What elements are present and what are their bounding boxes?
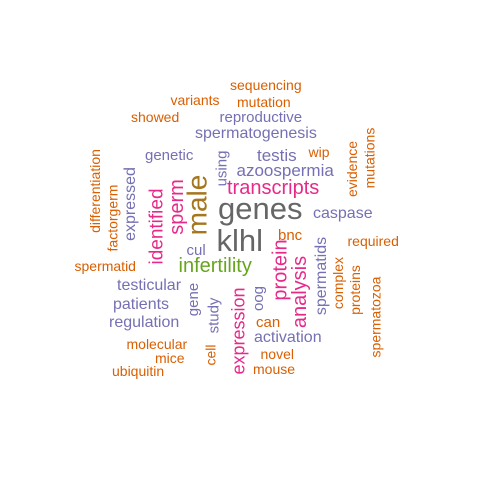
word-infertility: infertility xyxy=(178,255,252,277)
word-required: required xyxy=(347,233,399,249)
word-gene: gene xyxy=(184,282,202,316)
word-reproductive: reproductive xyxy=(219,108,303,126)
word-cul: cul xyxy=(186,241,206,259)
word-oog: oog xyxy=(249,285,267,311)
word-spermatozoa: spermatozoa xyxy=(366,276,383,358)
word-klhl: klhl xyxy=(216,222,264,258)
word-variants: variants xyxy=(170,92,220,108)
word-identified: identified xyxy=(146,187,168,265)
word-sperm: sperm xyxy=(165,179,188,235)
word-mutation: mutation xyxy=(237,94,291,110)
word-patients: patients xyxy=(113,296,170,313)
word-differentiation: differentiation xyxy=(86,149,103,233)
word-caspase: caspase xyxy=(313,205,373,222)
word-showed: showed xyxy=(131,109,180,125)
word-factorgerm: factorgerm xyxy=(103,184,120,252)
word-spermatogenesis: spermatogenesis xyxy=(195,125,317,142)
word-regulation: regulation xyxy=(109,314,180,331)
word-sequencing: sequencing xyxy=(230,77,302,93)
word-molecular: molecular xyxy=(126,336,188,352)
word-expression: expression xyxy=(228,287,249,375)
word-analysis: analysis xyxy=(289,255,312,329)
word-complex: complex xyxy=(330,256,347,310)
word-bnc: bnc xyxy=(278,226,303,244)
word-protein: protein xyxy=(269,239,292,301)
word-genes: genes xyxy=(218,190,303,226)
word-testis: testis xyxy=(257,145,297,165)
word-evidence: evidence xyxy=(344,140,361,198)
word-activation: activation xyxy=(254,329,322,346)
word-cell: cell xyxy=(202,344,219,366)
word-spermatids: spermatids xyxy=(313,236,331,316)
word-proteins: proteins xyxy=(346,265,363,315)
word-ubiquitin: ubiquitin xyxy=(112,363,165,379)
word-novel: novel xyxy=(260,346,294,362)
word-can: can xyxy=(256,313,281,331)
word-spermatid: spermatid xyxy=(74,258,136,274)
word-mouse: mouse xyxy=(253,361,296,377)
word-wip: wip xyxy=(308,144,330,160)
word-expressed: expressed xyxy=(121,167,139,241)
word-study: study xyxy=(205,297,223,333)
word-testicular: testicular xyxy=(117,277,182,294)
word-mutations: mutations xyxy=(360,127,377,189)
word-azoospermia: azoospermia xyxy=(236,160,334,180)
word-transcripts: transcripts xyxy=(227,177,320,199)
word-mice: mice xyxy=(155,350,185,366)
word-genetic: genetic xyxy=(145,146,194,164)
